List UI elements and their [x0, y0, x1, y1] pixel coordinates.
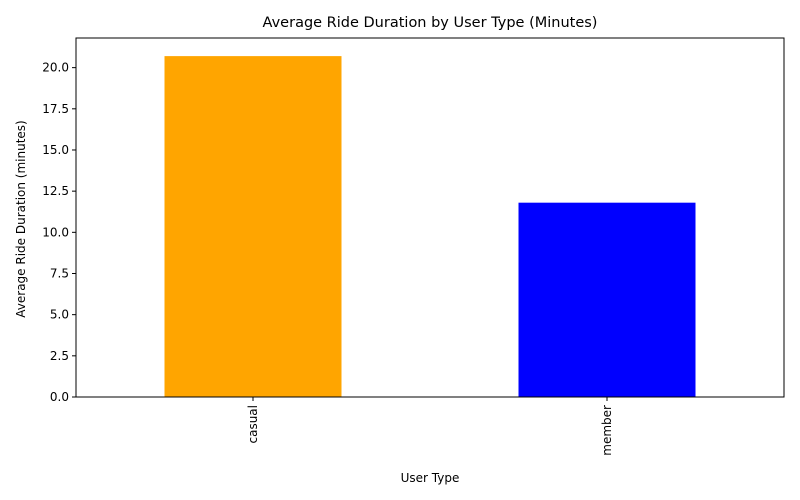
y-tick-label: 15.0: [42, 143, 69, 157]
x-tick-label: member: [600, 405, 614, 456]
x-tick-label: casual: [246, 405, 260, 444]
axes-frame: [75, 37, 785, 398]
bar-casual: [164, 56, 342, 397]
y-tick-label: 12.5: [42, 184, 69, 198]
y-axis-label: Average Ride Duration (minutes): [14, 120, 28, 317]
y-tick-label: 20.0: [42, 61, 69, 75]
y-tick-label: 2.5: [50, 349, 69, 363]
y-tick-label: 10.0: [42, 225, 69, 239]
y-tick-label: 5.0: [50, 308, 69, 322]
plot-area: casual member 0.0 2.5 5.0 7.5 10.0 12.5 15.0 17.5…: [42, 37, 785, 456]
x-axis-label: User Type: [401, 471, 460, 485]
chart-title: Average Ride Duration by User Type (Minu…: [263, 15, 598, 31]
y-tick-label: 0.0: [50, 390, 69, 404]
bar-member: [518, 202, 696, 397]
y-tick-label: 17.5: [42, 102, 69, 116]
y-tick-label: 7.5: [50, 266, 69, 280]
